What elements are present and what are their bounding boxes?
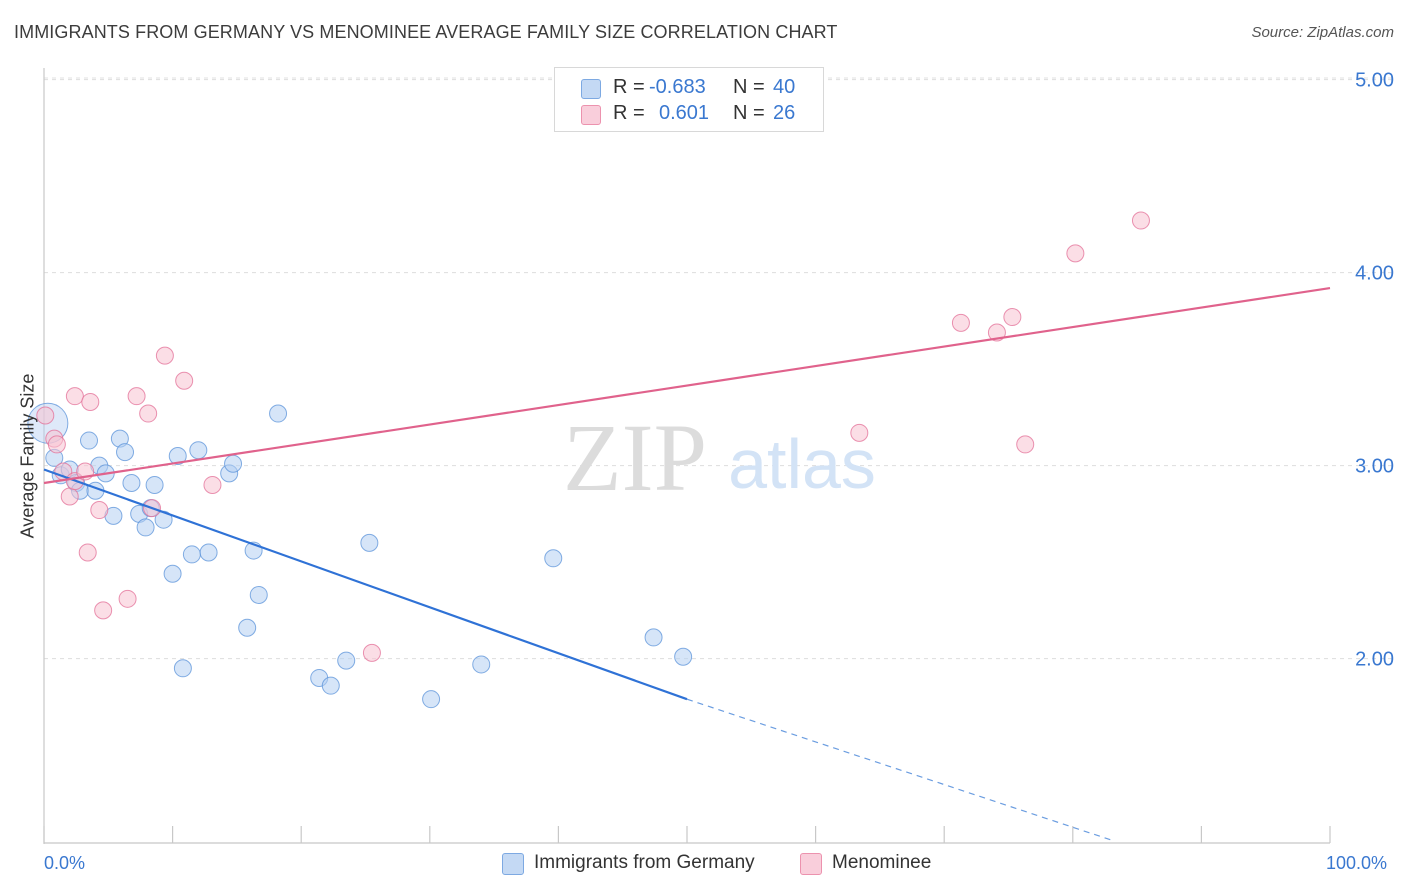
- trendline-germany: [43, 468, 688, 701]
- point-menominee: [175, 371, 194, 390]
- y-tick-label: 4.00: [1355, 263, 1394, 285]
- point-menominee: [1003, 308, 1022, 327]
- point-germany: [163, 564, 182, 583]
- point-menominee: [951, 313, 970, 332]
- point-menominee: [118, 589, 137, 608]
- point-menominee: [1016, 435, 1035, 454]
- point-germany: [116, 443, 135, 462]
- point-germany: [674, 647, 693, 666]
- correlation-legend: R = -0.683 N = 40 R = 0.601 N = 26: [554, 67, 824, 132]
- bottom-legend-label-germany: Immigrants from Germany: [534, 852, 755, 873]
- point-germany: [269, 404, 288, 423]
- point-germany: [145, 475, 164, 494]
- point-menominee: [81, 392, 100, 411]
- legend-r-label: R =: [613, 76, 645, 98]
- point-germany: [199, 543, 218, 562]
- point-germany: [182, 545, 201, 564]
- point-germany: [249, 585, 268, 604]
- trend-layer: [43, 287, 1331, 841]
- point-germany: [238, 618, 257, 637]
- point-germany: [173, 659, 192, 678]
- legend-n-value: 40: [773, 76, 796, 98]
- point-menominee: [155, 346, 174, 365]
- point-germany: [168, 447, 187, 465]
- legend-r-value: 0.601: [659, 102, 710, 124]
- point-menominee: [362, 643, 381, 662]
- point-menominee: [203, 475, 222, 494]
- chart-title: IMMIGRANTS FROM GERMANY VS MENOMINEE AVE…: [14, 22, 838, 42]
- point-menominee: [90, 501, 109, 520]
- legend-swatch-germany: [581, 79, 601, 99]
- point-germany: [360, 533, 379, 552]
- grid-layer: [44, 77, 1392, 660]
- point-menominee: [78, 543, 97, 562]
- y-tick-label: 2.00: [1355, 649, 1394, 671]
- x-tick-label-min: 0.0%: [44, 853, 86, 873]
- point-germany: [189, 441, 208, 460]
- point-menominee: [139, 404, 158, 423]
- legend-n-value: 26: [773, 102, 796, 124]
- legend-r-value: -0.683: [649, 76, 706, 98]
- point-germany: [136, 518, 155, 537]
- point-menominee: [1066, 244, 1085, 263]
- watermark-layer: ZIP atlas: [563, 404, 876, 511]
- axis-layer: [43, 68, 1331, 844]
- point-menominee: [850, 423, 869, 442]
- legend-swatch-menominee: [581, 105, 601, 125]
- point-menominee: [65, 387, 84, 406]
- point-germany: [80, 431, 99, 450]
- point-menominee: [1131, 211, 1150, 230]
- bottom-legend-swatch-menominee: [800, 853, 822, 875]
- legend-n-label: N =: [733, 102, 765, 124]
- point-menominee: [94, 601, 113, 620]
- point-germany: [224, 454, 243, 473]
- points-layer: [27, 211, 1150, 709]
- bottom-legend-swatch-germany: [502, 853, 524, 875]
- watermark-atlas: atlas: [728, 425, 876, 503]
- y-axis-label: Average Family Size: [17, 373, 38, 539]
- y-tick-label: 3.00: [1355, 456, 1394, 478]
- point-germany: [422, 690, 441, 709]
- legend-n-label: N =: [733, 76, 765, 98]
- watermark-zip: ZIP: [563, 404, 707, 511]
- bottom-legend-label-menominee: Menominee: [832, 852, 932, 873]
- point-menominee: [36, 406, 55, 425]
- point-germany: [337, 651, 356, 670]
- x-tick-label-max: 100.0%: [1326, 853, 1388, 873]
- chart-source: Source: ZipAtlas.com: [1251, 24, 1394, 41]
- legend-r-label: R =: [613, 102, 645, 124]
- point-germany: [472, 655, 491, 674]
- trendline-menominee: [43, 287, 1331, 485]
- y-tick-label: 5.00: [1355, 70, 1394, 92]
- point-germany: [544, 549, 563, 568]
- point-germany: [321, 676, 340, 695]
- trendline-germany-extrapolated: [686, 698, 1112, 841]
- point-menominee: [47, 435, 66, 454]
- point-germany: [122, 474, 141, 493]
- point-menominee: [127, 387, 146, 406]
- point-menominee: [60, 487, 79, 506]
- y-tick-labels: 2.00 3.00 4.00 5.00: [1355, 70, 1394, 671]
- point-menominee: [987, 323, 1006, 342]
- point-germany: [644, 628, 663, 647]
